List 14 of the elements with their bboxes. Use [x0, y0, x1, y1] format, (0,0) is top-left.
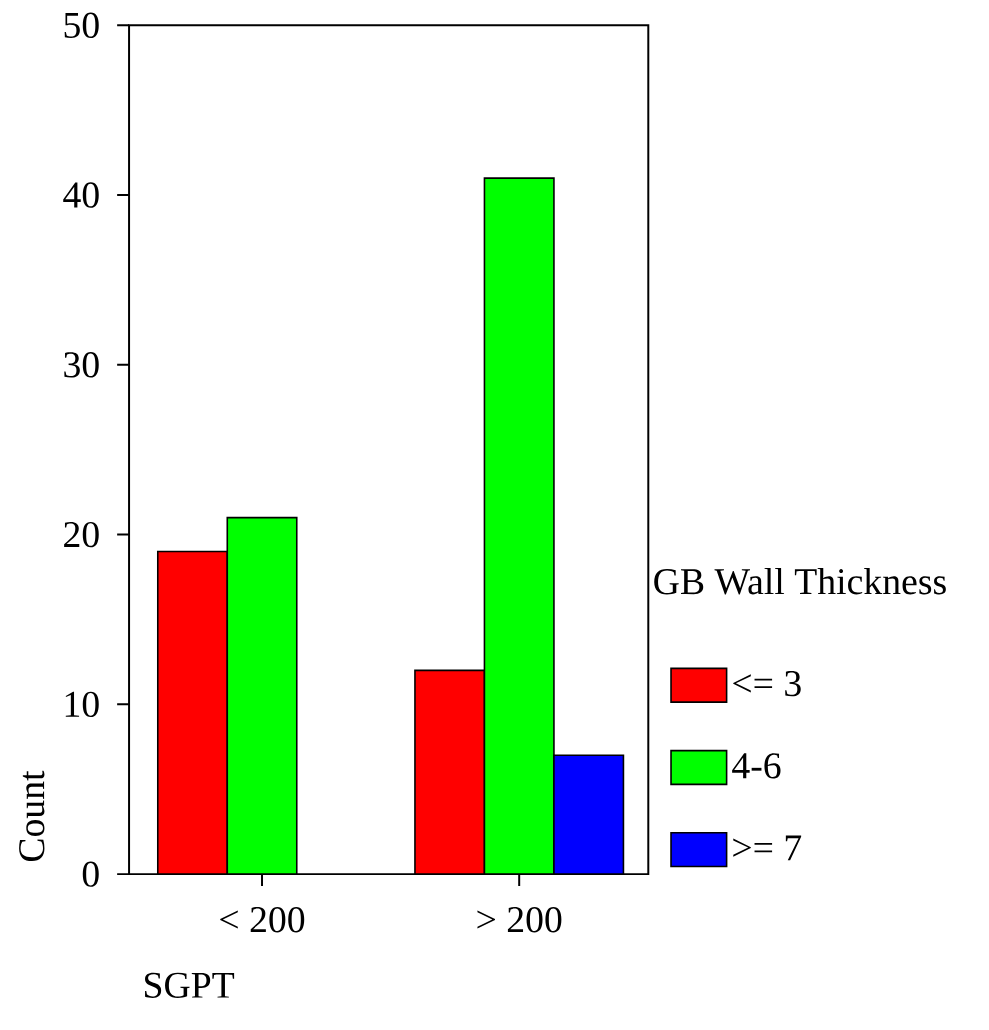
- y-tick-label: 40: [63, 182, 99, 208]
- y-tick-label: 10: [65, 691, 99, 718]
- x-axis-title: SGPT: [145, 972, 235, 998]
- legend-label: >= 7: [733, 835, 802, 861]
- legend-label: <= 3: [733, 670, 801, 697]
- legend-label: 4-6: [732, 753, 781, 779]
- x-tick-label: > 200: [477, 906, 562, 933]
- y-tick-label: 50: [64, 12, 99, 39]
- legend-title: GB Wall Thickness: [654, 567, 946, 595]
- y-tick-label: 0: [82, 861, 99, 887]
- y-tick-label: 30: [64, 352, 99, 378]
- y-axis-title: Count: [19, 770, 45, 862]
- y-tick-label: 20: [64, 521, 99, 548]
- x-tick-label: < 200: [220, 906, 305, 933]
